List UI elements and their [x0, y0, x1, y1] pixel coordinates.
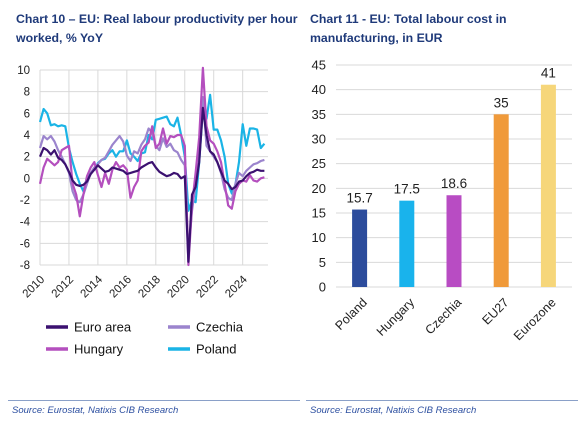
chart11-y-tick-label: 20	[312, 181, 326, 196]
chart11-data-label: 17.5	[394, 182, 420, 197]
chart10-y-tick-label: 2	[24, 152, 30, 164]
chart10-y-tick-label: 4	[24, 130, 31, 142]
chart11-data-label: 41	[541, 66, 556, 81]
chart11-y-tick-label: 30	[312, 132, 326, 147]
chart10-y-tick-label: -8	[20, 260, 30, 272]
chart10-legend-label: Poland	[196, 342, 236, 357]
chart11-x-tick-label: Eurozone	[511, 295, 559, 343]
chart11-bar-eurozone	[540, 84, 556, 287]
chart11-bar-poland	[352, 209, 368, 287]
chart11-data-label: 18.6	[441, 176, 467, 191]
chart10-series-line-poland	[38, 93, 266, 212]
chart10-y-tick-label: -2	[20, 195, 30, 207]
chart10-legend-label: Hungary	[74, 342, 124, 357]
chart11-y-tick-label: 40	[312, 82, 326, 97]
chart11-x-tick-label: Poland	[333, 295, 370, 332]
chart10-source: Source: Eurostat, Natixis CIB Research	[12, 405, 179, 416]
chart11-y-tick-label: 15	[312, 206, 326, 221]
chart10-y-tick-label: 6	[24, 108, 30, 120]
chart11-y-tick-label: 25	[312, 156, 326, 171]
chart11-y-tick-label: 10	[312, 230, 326, 245]
chart11-data-label: 15.7	[346, 191, 372, 206]
chart10-series-line-hungary	[38, 66, 265, 267]
chart11-x-tick-label: Hungary	[374, 295, 418, 339]
chart11-bar-eu27	[493, 114, 509, 287]
chart11-bar-hungary	[399, 200, 415, 287]
chart10-y-tick-label: -4	[20, 217, 31, 229]
chart11-y-tick-label: 35	[312, 107, 326, 122]
chart10-series-line-euro-area	[38, 106, 265, 263]
chart11-x-tick-label: Czechia	[423, 295, 465, 337]
chart10-y-tick-label: 10	[17, 65, 30, 77]
chart11-x-tick-label: EU27	[480, 295, 512, 327]
chart11-title: Chart 11 - EU: Total labour cost in manu…	[310, 12, 507, 45]
chart10-y-tick-label: 0	[24, 173, 30, 185]
chart10-footer-rule	[8, 400, 300, 401]
chart11-data-label: 35	[494, 95, 509, 110]
chart11-y-tick-label: 45	[312, 58, 326, 73]
chart10-y-tick-label: 8	[24, 87, 30, 99]
chart11-source: Source: Eurostat, Natixis CIB Research	[310, 405, 477, 416]
chart10-legend-label: Czechia	[196, 320, 244, 335]
chart10-title: Chart 10 – EU: Real labour productivity …	[16, 12, 298, 45]
chart11-y-tick-label: 0	[319, 280, 326, 295]
chart11-footer-rule	[306, 400, 578, 401]
chart11-bar-czechia	[446, 195, 462, 287]
chart11-y-tick-label: 5	[319, 255, 326, 270]
chart10-legend-label: Euro area	[74, 320, 132, 335]
chart10-y-tick-label: -6	[20, 238, 30, 250]
